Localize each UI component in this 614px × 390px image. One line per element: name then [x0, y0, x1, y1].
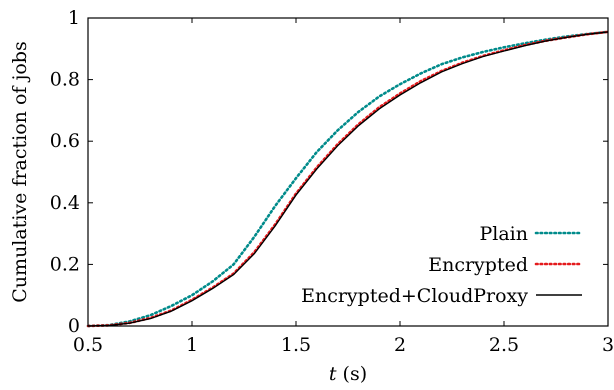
series-line-encrypted-cloudproxy: [87, 31, 609, 327]
x-tick-labels: 0.5 1 1.5 2 2.5 3: [73, 334, 614, 356]
x-tick-label: 2: [394, 334, 406, 356]
x-axis-label-unit: (s): [343, 363, 368, 385]
x-axis-label: t (s): [329, 363, 367, 385]
x-tick-label: 1.5: [281, 334, 311, 356]
y-tick-label: 0.8: [50, 69, 80, 91]
ticks-layer: [87, 17, 609, 327]
series-line-plain: [86, 30, 610, 328]
x-axis-label-variable: t: [329, 363, 337, 385]
series-layer: [86, 30, 610, 328]
y-tick-label: 1: [68, 7, 80, 29]
legend-label-encrypted: Encrypted: [428, 254, 528, 276]
y-tick-label: 0.2: [50, 253, 80, 275]
series-line-encrypted: [86, 30, 610, 328]
y-tick-label: 0.6: [50, 130, 80, 152]
legend-label-encrypted-cloudproxy: Encrypted+CloudProxy: [301, 285, 528, 307]
y-axis-label: Cumulative fraction of jobs: [9, 41, 31, 302]
y-tick-label: 0.4: [50, 192, 80, 214]
plot-frame: [87, 17, 609, 327]
x-tick-label: 3: [602, 334, 614, 356]
x-tick-label: 2.5: [489, 334, 519, 356]
x-tick-label: 0.5: [73, 334, 103, 356]
y-tick-labels: 0 0.2 0.4 0.6 0.8 1: [50, 7, 80, 337]
x-tick-label: 1: [186, 334, 198, 356]
legend: Plain Encrypted Encrypted+CloudProxy: [301, 223, 584, 307]
legend-label-plain: Plain: [479, 223, 528, 245]
y-tick-label: 0: [68, 315, 80, 337]
